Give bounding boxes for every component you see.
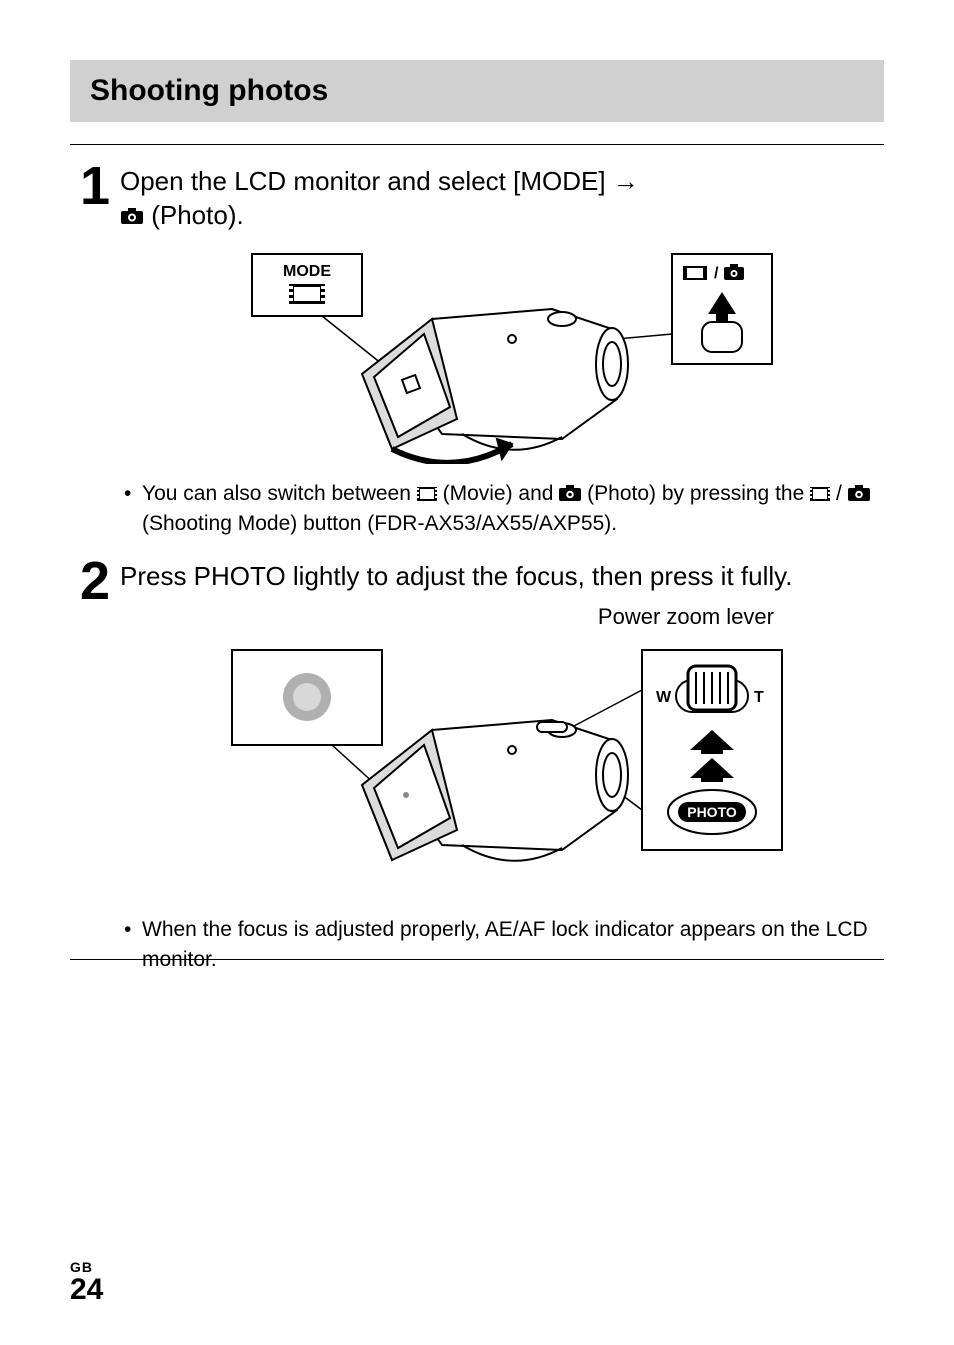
figure-caption: Power zoom lever	[120, 604, 884, 630]
camcorder-illustration-1: MODE	[222, 244, 782, 464]
step2-figure: W T	[120, 640, 884, 905]
step-instruction: Press PHOTO lightly to adjust the focus,…	[120, 560, 884, 594]
film-icon	[417, 480, 437, 509]
step1-bullet-1: You can also switch between (Movie) and …	[120, 479, 884, 539]
step-instruction: Open the LCD monitor and select [MODE] →…	[120, 165, 884, 234]
camcorder-illustration-2: W T	[212, 640, 792, 900]
page-footer: GB 24	[70, 1259, 103, 1305]
bullet-text: /	[836, 482, 842, 505]
step-number: 1	[70, 159, 120, 213]
step1-bullets: You can also switch between (Movie) and …	[120, 479, 884, 539]
page-number: 24	[70, 1275, 103, 1305]
photo-label: PHOTO	[687, 804, 737, 820]
camera-icon	[848, 480, 870, 509]
step-2: 2 Press PHOTO lightly to adjust the focu…	[70, 554, 884, 980]
section-header: Shooting photos	[70, 60, 884, 122]
section-title: Shooting photos	[90, 74, 864, 108]
bullet-text: (Photo) by pressing the	[587, 482, 810, 505]
mode-label: MODE	[283, 263, 331, 280]
steps-container: 1 Open the LCD monitor and select [MODE]…	[70, 159, 884, 980]
svg-text:/: /	[714, 265, 719, 282]
film-icon	[810, 480, 830, 509]
step2-bullet-1: When the focus is adjusted properly, AE/…	[120, 915, 884, 974]
instruction-text-after: (Photo).	[144, 200, 244, 230]
bullet-text: You can also switch between	[142, 482, 417, 505]
t-label: T	[754, 689, 764, 706]
manual-page: Shooting photos 1 Open the LCD monitor a…	[0, 0, 954, 1345]
step2-bullets: When the focus is adjusted properly, AE/…	[120, 915, 884, 974]
step1-figure: MODE	[120, 244, 884, 469]
camera-icon	[559, 480, 581, 509]
step-body: Open the LCD monitor and select [MODE] →…	[120, 159, 884, 544]
arrow-icon: →	[613, 166, 639, 196]
instruction-text-before: Open the LCD monitor and select [MODE]	[120, 166, 613, 196]
w-label: W	[656, 689, 672, 706]
step-number: 2	[70, 554, 120, 608]
camera-icon	[120, 200, 144, 234]
step-body: Press PHOTO lightly to adjust the focus,…	[120, 554, 884, 980]
bullet-text: (Movie) and	[443, 482, 560, 505]
bullet-text: (Shooting Mode) button (FDR-AX53/AX55/AX…	[142, 512, 617, 535]
top-rule	[70, 144, 884, 145]
step-1: 1 Open the LCD monitor and select [MODE]…	[70, 159, 884, 544]
bottom-rule	[70, 959, 884, 960]
